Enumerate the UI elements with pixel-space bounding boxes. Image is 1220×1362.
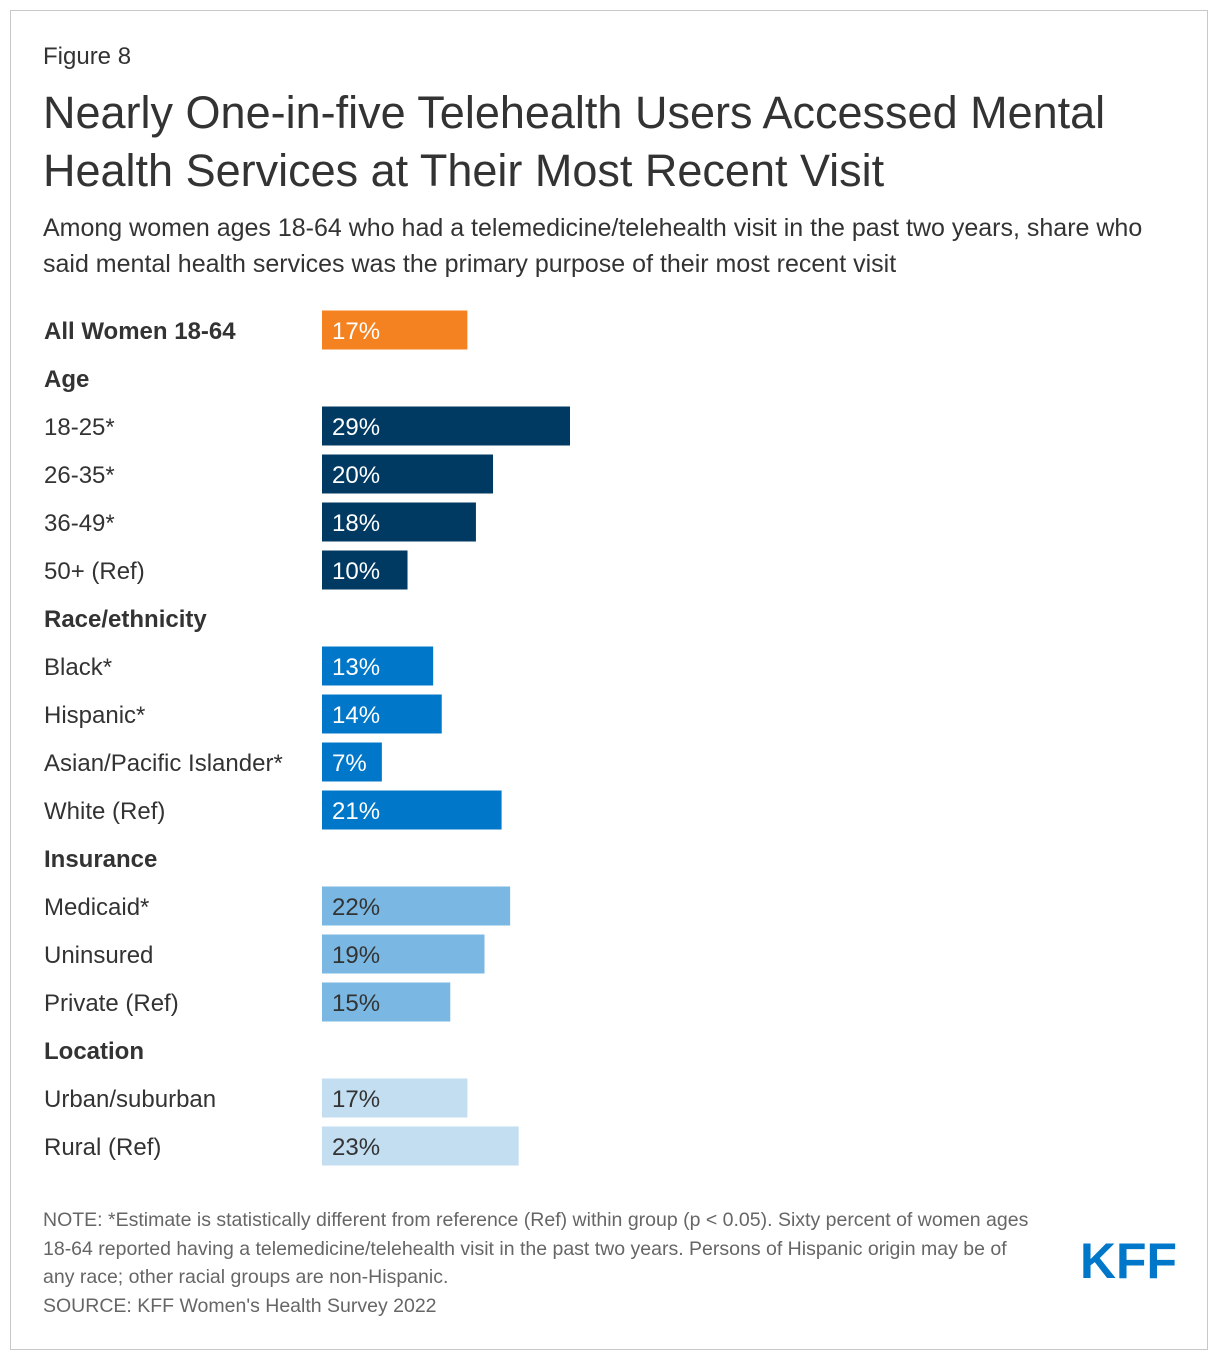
bar: [322, 1078, 468, 1118]
group-header: Insurance: [44, 846, 157, 873]
bar-value-label: 15%: [332, 990, 380, 1017]
group-label: Location: [44, 1038, 144, 1065]
kff-logo: KFF: [1080, 1234, 1177, 1284]
source-text: SOURCE: KFF Women's Health Survey 2022: [43, 1294, 437, 1317]
bar-row: All Women 18-64 17%: [44, 310, 468, 350]
bar-row: White (Ref) 21%: [44, 790, 502, 830]
bar-row: Black* 13%: [44, 646, 434, 686]
bar: [322, 790, 502, 830]
bar-value-label: 21%: [332, 798, 380, 825]
category-label: Hispanic*: [44, 702, 145, 729]
bar: [322, 454, 494, 494]
bar-value-label: 13%: [332, 654, 380, 681]
bar: [322, 310, 468, 350]
bar: [322, 886, 511, 926]
category-label: All Women 18-64: [44, 318, 236, 345]
bar-value-label: 14%: [332, 702, 380, 729]
bar-row: Private (Ref) 15%: [44, 982, 451, 1022]
bar: [322, 406, 570, 446]
bar: [322, 1126, 519, 1166]
category-label: Rural (Ref): [44, 1134, 161, 1161]
category-label: Black*: [44, 654, 112, 681]
category-label: 26-35*: [44, 462, 115, 489]
chart-notes: NOTE: *Estimate is statistically differe…: [43, 1206, 1043, 1320]
bar-chart: All Women 18-64 17% Age 18-25* 29% 26-35* 20% 3…: [44, 310, 570, 1166]
bar: [322, 646, 434, 686]
bar: [322, 982, 451, 1022]
category-label: 50+ (Ref): [44, 558, 145, 585]
bar-row: Asian/Pacific Islander* 7%: [44, 742, 382, 782]
category-label: Medicaid*: [44, 894, 149, 921]
chart-subtitle: Among women ages 18-64 who had a telemed…: [43, 214, 1143, 278]
figure-label: Figure 8: [43, 43, 132, 70]
bar-value-label: 29%: [332, 414, 380, 441]
bar-value-label: 7%: [332, 750, 367, 777]
bar-value-label: 23%: [332, 1134, 380, 1161]
bar-row: Uninsured 19%: [44, 934, 485, 974]
bar-row: Rural (Ref) 23%: [44, 1126, 519, 1166]
bar-row: Medicaid* 22%: [44, 886, 511, 926]
group-label: Race/ethnicity: [44, 606, 207, 633]
group-header: Location: [44, 1038, 144, 1065]
bar: [322, 742, 382, 782]
bar-row: 36-49* 18%: [44, 502, 476, 542]
chart-title: Nearly One-in-five Telehealth Users Acce…: [43, 87, 1106, 196]
category-label: Private (Ref): [44, 990, 179, 1017]
bar: [322, 502, 476, 542]
svg-text:KFF: KFF: [1080, 1234, 1177, 1284]
bar-row: 50+ (Ref) 10%: [44, 550, 408, 590]
category-label: White (Ref): [44, 798, 165, 825]
bar-value-label: 17%: [332, 318, 380, 345]
note-text: NOTE: *Estimate is statistically differe…: [43, 1209, 1029, 1288]
bar-value-label: 18%: [332, 510, 380, 537]
category-label: Urban/suburban: [44, 1086, 216, 1113]
bar-row: Urban/suburban 17%: [44, 1078, 468, 1118]
bar-value-label: 10%: [332, 558, 380, 585]
category-label: Uninsured: [44, 942, 153, 969]
bar-row: 18-25* 29%: [44, 406, 570, 446]
bar: [322, 550, 408, 590]
bar-row: 26-35* 20%: [44, 454, 494, 494]
group-header: Race/ethnicity: [44, 606, 207, 633]
figure-frame: [10, 10, 1208, 1350]
group-header: Age: [44, 366, 89, 393]
bar-value-label: 19%: [332, 942, 380, 969]
category-label: 36-49*: [44, 510, 115, 537]
bar: [322, 694, 442, 734]
bar: [322, 934, 485, 974]
bar-value-label: 17%: [332, 1086, 380, 1113]
bar-value-label: 22%: [332, 894, 380, 921]
bar-value-label: 20%: [332, 462, 380, 489]
category-label: 18-25*: [44, 414, 115, 441]
group-label: Age: [44, 366, 89, 393]
bar-row: Hispanic* 14%: [44, 694, 442, 734]
group-label: Insurance: [44, 846, 157, 873]
category-label: Asian/Pacific Islander*: [44, 750, 283, 777]
